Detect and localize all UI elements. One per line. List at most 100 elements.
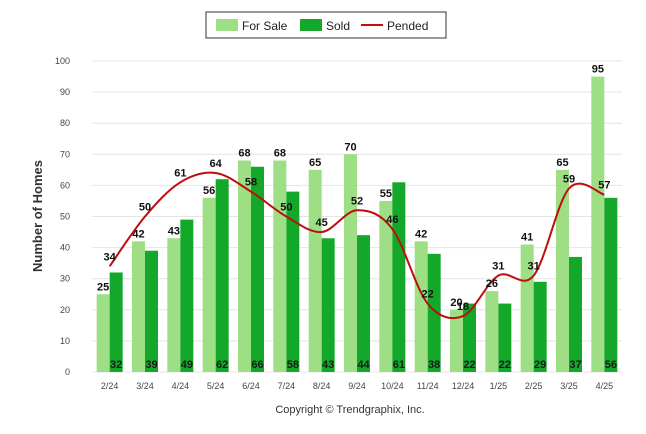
legend-for-sale-swatch	[216, 19, 238, 31]
bar-sold	[286, 191, 300, 372]
data-label-sold: 22	[499, 359, 511, 371]
x-tick-label: 6/24	[242, 381, 260, 391]
y-tick-label: 0	[65, 367, 70, 377]
data-label-sold: 38	[428, 359, 440, 371]
bar-sold	[321, 238, 335, 372]
y-tick-label: 70	[60, 149, 70, 159]
bar-sold	[427, 253, 441, 372]
data-label-for-sale: 42	[132, 228, 144, 240]
data-label-pended: 31	[492, 261, 504, 273]
bar-for-sale	[485, 291, 499, 372]
x-tick-label: 4/24	[172, 381, 190, 391]
data-label-pended: 50	[139, 202, 151, 214]
pended-line	[108, 171, 605, 320]
x-tick-label: 1/25	[490, 381, 508, 391]
y-tick-label: 10	[60, 336, 70, 346]
bar-for-sale	[414, 241, 428, 372]
data-label-for-sale: 56	[203, 185, 215, 197]
data-label-sold: 49	[181, 359, 193, 371]
legend-sold-swatch	[300, 19, 322, 31]
data-label-sold: 37	[569, 359, 581, 371]
data-label-for-sale: 43	[168, 225, 180, 237]
bar-sold	[604, 197, 618, 372]
data-labels: 25 32 42 39 43 49 56 62 68 66 68 58 65 43 70 44 55 61 42 38…	[97, 64, 617, 371]
bar-sold	[498, 303, 512, 372]
data-label-sold: 62	[216, 359, 228, 371]
bar-for-sale	[556, 169, 569, 372]
data-label-for-sale: 68	[238, 148, 250, 160]
data-label-sold: 44	[357, 359, 370, 371]
bar-sold	[109, 272, 123, 372]
data-label-pended: 34	[104, 251, 117, 263]
y-tick-label: 90	[60, 87, 70, 97]
bar-sold	[215, 179, 229, 372]
bar-sold	[569, 256, 582, 372]
data-label-for-sale: 95	[592, 64, 604, 76]
bar-for-sale	[167, 238, 181, 372]
y-tick-label: 80	[60, 118, 70, 128]
data-label-for-sale: 42	[415, 228, 427, 240]
data-label-pended: 18	[457, 301, 469, 313]
data-label-pended: 45	[316, 217, 328, 229]
data-label-pended: 52	[351, 195, 363, 207]
data-label-sold: 66	[251, 359, 263, 371]
x-axis-ticks: 2/24 3/24 4/24 5/24 6/24 7/24 8/24 9/24 10/24 11/…	[101, 381, 613, 391]
copyright-credit: Copyright © Trendgraphix, Inc.	[275, 404, 424, 416]
data-label-for-sale: 68	[274, 148, 286, 160]
x-tick-label: 11/24	[417, 381, 439, 391]
data-label-pended: 31	[528, 261, 540, 273]
data-label-sold: 29	[534, 359, 546, 371]
bar-for-sale	[379, 200, 393, 372]
data-label-for-sale: 65	[309, 157, 321, 169]
bar-for-sale	[96, 294, 110, 372]
data-label-sold: 22	[463, 359, 475, 371]
y-axis-ticks: 0 10 20 30 40 50 60 70 80 90 100	[55, 56, 70, 377]
x-tick-label: 9/24	[348, 381, 366, 391]
x-tick-label: 10/24	[381, 381, 404, 391]
data-label-sold: 58	[287, 359, 299, 371]
data-label-pended: 61	[174, 167, 186, 179]
bar-for-sale	[238, 160, 251, 372]
bar-sold	[180, 219, 194, 372]
x-tick-label: 4/25	[596, 381, 614, 391]
y-tick-label: 100	[55, 56, 70, 66]
data-label-pended: 58	[245, 177, 257, 189]
y-tick-label: 50	[60, 212, 70, 222]
data-label-pended: 57	[598, 180, 610, 192]
bar-sold	[463, 303, 476, 372]
data-label-for-sale: 25	[97, 281, 109, 293]
x-tick-label: 3/24	[136, 381, 154, 391]
data-label-pended: 22	[422, 289, 434, 301]
x-tick-label: 8/24	[313, 381, 331, 391]
bar-for-sale	[132, 241, 145, 372]
data-label-sold: 43	[322, 359, 334, 371]
data-label-for-sale: 55	[380, 188, 392, 200]
x-tick-label: 3/25	[560, 381, 578, 391]
legend-box	[205, 11, 447, 39]
y-tick-label: 60	[60, 180, 70, 190]
bar-for-sale	[273, 160, 287, 372]
bar-sold	[251, 166, 264, 372]
y-tick-label: 20	[60, 305, 70, 315]
data-label-pended: 50	[280, 202, 292, 214]
bar-for-sale	[591, 76, 605, 373]
bar-for-sale	[344, 154, 357, 372]
data-label-sold: 61	[393, 359, 405, 371]
bars	[96, 76, 618, 373]
y-tick-label: 30	[60, 274, 70, 284]
bar-sold	[357, 235, 370, 372]
legend: For Sale Sold Pended	[205, 11, 447, 39]
data-label-for-sale: 26	[486, 278, 498, 290]
y-tick-label: 40	[60, 243, 70, 253]
bar-for-sale	[520, 244, 534, 372]
data-label-for-sale: 41	[521, 231, 533, 243]
bar-for-sale	[308, 169, 322, 372]
x-tick-label: 7/24	[278, 381, 296, 391]
legend-sold-label: Sold	[326, 19, 350, 33]
y-axis-title: Number of Homes	[30, 160, 45, 272]
data-label-for-sale: 70	[344, 141, 356, 153]
data-label-pended: 64	[210, 158, 223, 170]
data-label-sold: 39	[145, 359, 157, 371]
data-label-pended: 59	[563, 174, 575, 186]
